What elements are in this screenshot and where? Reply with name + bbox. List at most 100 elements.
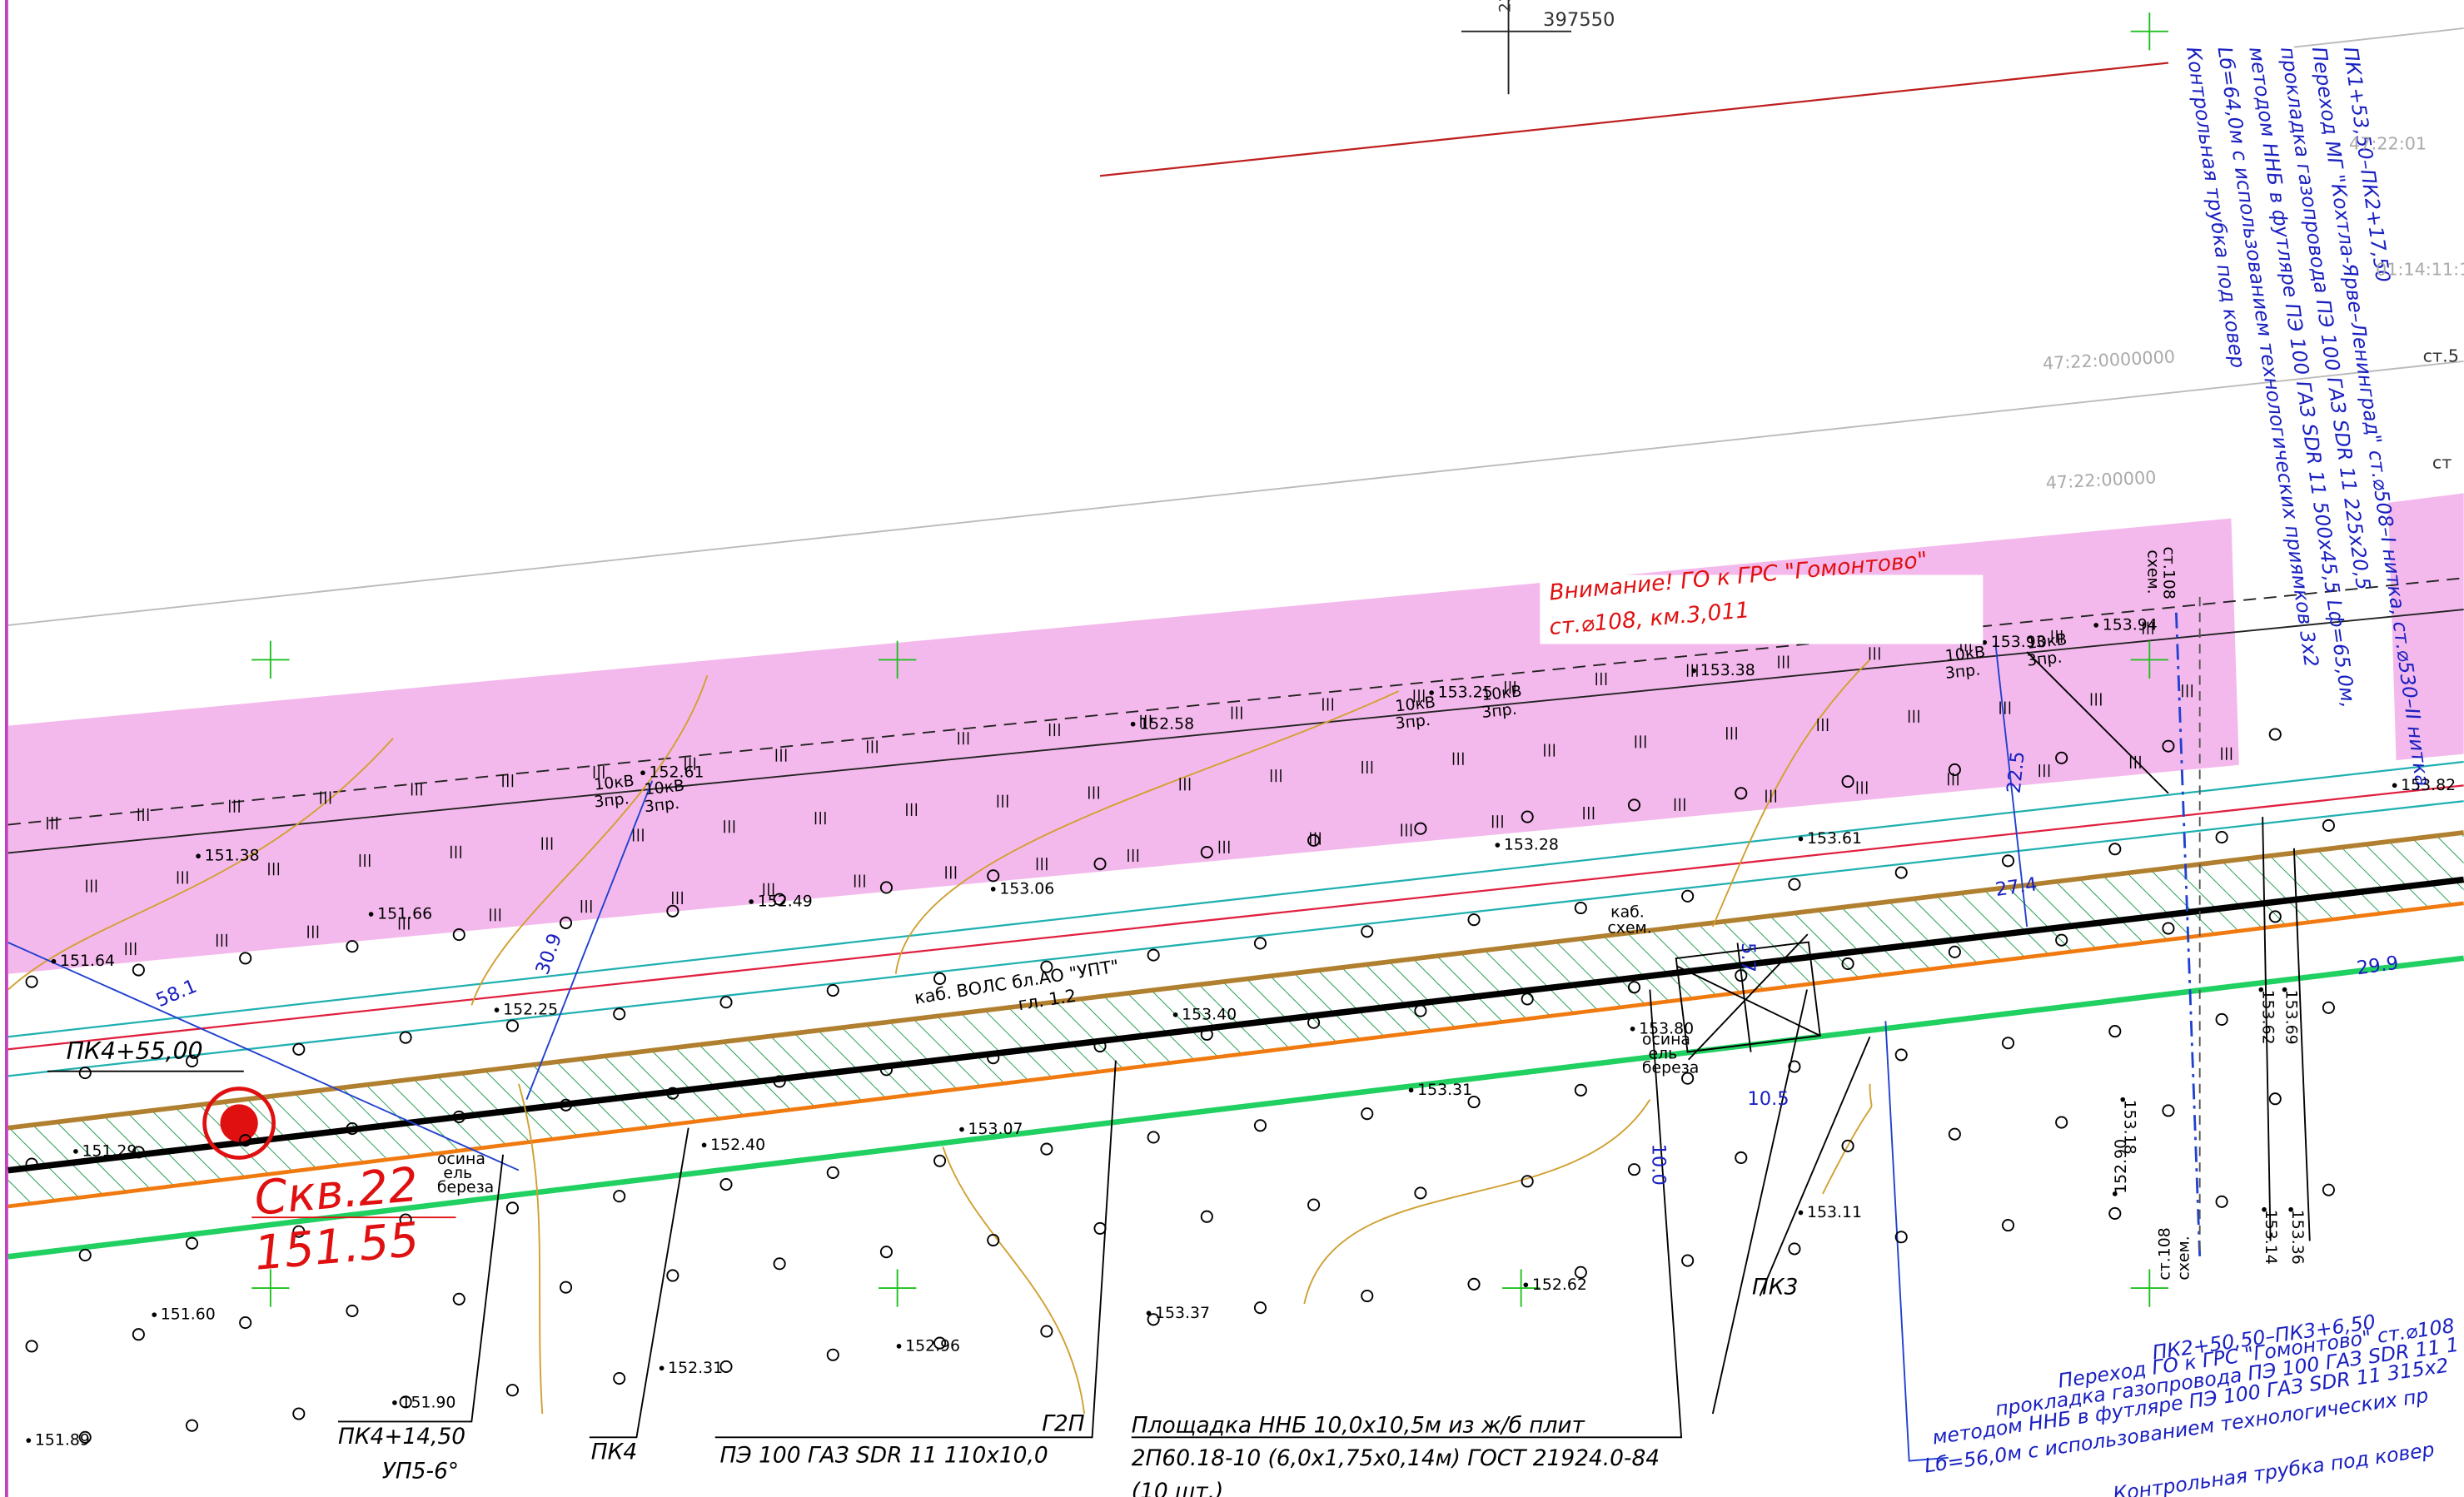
elevation-point <box>51 958 57 964</box>
tree-symbol <box>1681 1072 1695 1085</box>
elevation: 153.61 <box>1807 829 1862 848</box>
crossing-note: Контрольная трубка под ковер <box>2112 1438 2436 1497</box>
label: ст.108 <box>2156 1227 2174 1280</box>
dimension: 10.5 <box>1747 1088 1789 1110</box>
elevation-point <box>749 899 754 904</box>
elevation-point <box>196 853 201 859</box>
elevation: 153.37 <box>1155 1304 1210 1322</box>
label: 10кВ <box>1395 694 1436 716</box>
parcel-id: 47:22:00000 <box>2045 467 2157 493</box>
tree-symbol <box>185 1054 199 1067</box>
tree-symbol <box>1200 845 1213 859</box>
elevation-point <box>2093 623 2099 628</box>
dimension: 30.9 <box>532 931 567 977</box>
callout: Площадка ННБ 10,0х10,5м из ж/б плит <box>1132 1413 1586 1439</box>
elevation: 152.40 <box>710 1136 765 1154</box>
tree-symbol <box>1948 1127 1961 1141</box>
tree-symbol <box>505 1201 519 1215</box>
callout: ПК3 <box>1752 1275 1798 1301</box>
label: 10кВ <box>2026 630 2068 653</box>
elevation: 152.49 <box>758 892 813 910</box>
tree-symbol <box>1467 913 1481 927</box>
tree-symbol <box>2055 933 2068 947</box>
tree-symbol <box>933 972 947 985</box>
tree-symbol <box>987 1233 1000 1247</box>
elevation-point <box>2282 987 2287 992</box>
parcel-id: ст.5 <box>2423 346 2459 366</box>
elevation-point <box>73 1149 78 1154</box>
parcel-id: 01:14:11:10 <box>2376 260 2464 280</box>
parcel-id: 47:22:0000000 <box>2042 346 2175 373</box>
tree-symbol <box>2001 1037 2015 1050</box>
tree-symbol <box>1521 810 1534 823</box>
elevation: 151.90 <box>401 1393 455 1411</box>
tree-symbol <box>826 984 839 997</box>
elevation-point <box>392 1400 397 1405</box>
tree-symbol <box>773 893 786 906</box>
tree-symbol <box>879 881 893 894</box>
tree-symbol <box>1093 1039 1107 1053</box>
tree-symbol <box>25 1340 38 1353</box>
tree-symbol <box>1788 1060 1801 1073</box>
tree-symbol <box>1574 901 1587 915</box>
callout: (10 шт.) <box>1132 1479 1224 1497</box>
elevation-point <box>1630 1026 1635 1032</box>
tree-symbol <box>719 1178 733 1191</box>
tree-symbol <box>1627 798 1641 812</box>
tree-symbol <box>1735 787 1748 800</box>
elevation-point <box>990 887 996 892</box>
callout: 2П60.18-10 (6,0х1,75х0,14м) ГОСТ 21924.0… <box>1132 1445 1660 1471</box>
tree-symbol <box>1147 1313 1160 1326</box>
tree-symbol <box>719 996 733 1009</box>
tree-symbol <box>1627 1163 1641 1176</box>
tree-symbol <box>78 1248 92 1261</box>
tree-symbol <box>399 1213 412 1226</box>
callout: Г2П <box>1042 1411 1085 1437</box>
tree-symbol <box>560 1098 573 1112</box>
tree-symbol <box>399 1395 412 1409</box>
tree-symbol <box>666 1269 679 1282</box>
tree-symbol <box>346 940 359 953</box>
tree-symbol <box>1841 1139 1854 1152</box>
tree-symbol <box>78 1430 92 1444</box>
parcel-id: 47:22:01 <box>2349 134 2427 154</box>
tree-symbol <box>25 1157 38 1171</box>
tree-symbol <box>1414 822 1427 835</box>
dimension: 22.5 <box>2004 750 2029 794</box>
tree-symbol <box>666 904 679 918</box>
elevation: 153.36 <box>2288 1210 2307 1265</box>
tree-symbol <box>2268 1092 2282 1106</box>
tree-symbol <box>185 1236 199 1250</box>
tree-symbol <box>933 1154 947 1167</box>
tree-symbol <box>987 869 1000 883</box>
tree-symbol <box>1147 948 1160 962</box>
elevation-point <box>896 1344 902 1349</box>
tree-symbol <box>2215 831 2228 844</box>
label: 10кВ <box>1481 682 1522 704</box>
elevation: 152.96 <box>905 1336 960 1355</box>
elevation-point <box>152 1312 157 1317</box>
elevation: 152.31 <box>668 1359 723 1377</box>
tree-symbol <box>2322 1183 2335 1196</box>
elevation: 152.25 <box>503 1001 558 1019</box>
tree-symbol <box>1361 925 1374 938</box>
label: ст.108 <box>2159 547 2178 599</box>
elevation-point <box>640 770 645 776</box>
tree-symbol <box>292 1042 306 1056</box>
elevation: 152.62 <box>1532 1276 1587 1294</box>
tree-symbol <box>1200 1210 1213 1223</box>
label: ель <box>443 1164 472 1182</box>
tree-symbol <box>1574 1266 1587 1279</box>
elevation: 152.90 <box>2112 1139 2130 1194</box>
callout: ПК4 <box>591 1440 637 1465</box>
elevation-point <box>1691 668 1697 674</box>
tree-symbol <box>2001 854 2015 868</box>
tree-symbol <box>1200 1027 1213 1041</box>
tree-symbol <box>132 963 145 977</box>
callout: ПК4+14,50 <box>338 1424 465 1450</box>
label: осина <box>437 1150 485 1168</box>
tree-symbol <box>613 1372 626 1385</box>
tree-symbol <box>2322 1001 2335 1014</box>
tree-symbol <box>452 1110 465 1123</box>
tree-symbol <box>1948 945 1961 958</box>
